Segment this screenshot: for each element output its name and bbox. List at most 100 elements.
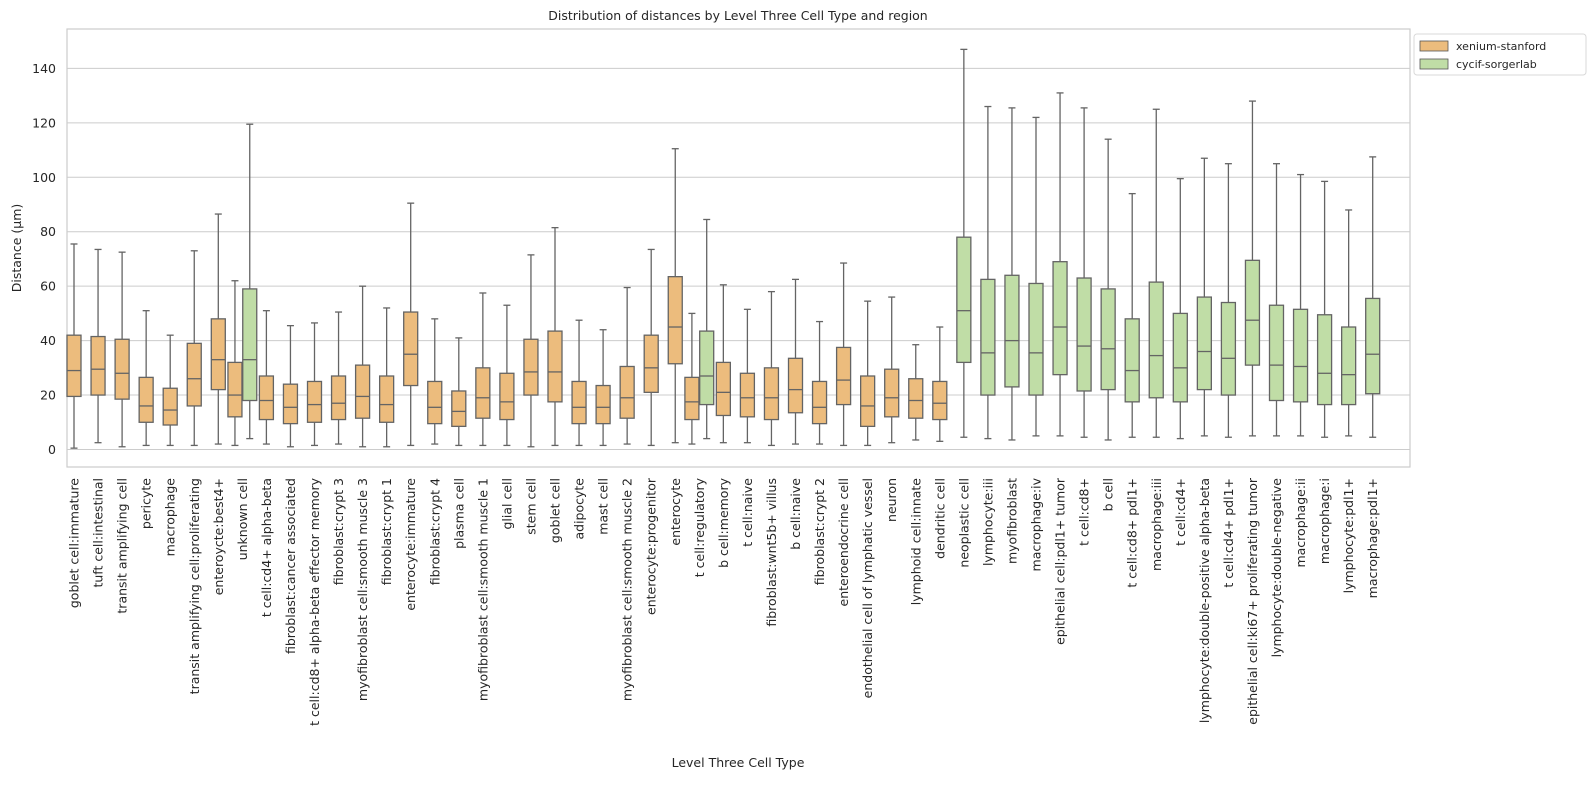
iqr-box xyxy=(186,342,202,407)
iqr-box xyxy=(1268,304,1285,402)
iqr-box xyxy=(595,384,611,425)
legend-swatch-xenium-stanford xyxy=(1419,40,1449,52)
box-cycif-sorgerlab xyxy=(1341,209,1357,437)
iqr-box xyxy=(1076,277,1092,392)
box-xenium-stanford xyxy=(667,148,683,444)
x-axis-label: Level Three Cell Type xyxy=(672,755,805,770)
x-tick-label: fibroblast:crypt 4 xyxy=(427,478,442,585)
box-xenium-stanford xyxy=(258,310,275,445)
x-tick-label: macrophage:iv xyxy=(1029,477,1044,571)
box-xenium-stanford xyxy=(595,329,611,447)
box-xenium-stanford xyxy=(499,304,515,447)
box-xenium-stanford xyxy=(66,243,82,449)
iqr-box xyxy=(403,311,419,387)
iqr-box xyxy=(451,390,467,428)
iqr-box xyxy=(475,367,491,419)
box-xenium-stanford xyxy=(908,344,924,441)
box-xenium-stanford xyxy=(932,326,948,442)
x-tick-label: goblet cell:immature xyxy=(67,478,82,608)
box-xenium-stanford xyxy=(114,251,130,448)
box-xenium-stanford xyxy=(860,300,876,447)
box-xenium-stanford xyxy=(138,310,154,447)
x-tick-label: macrophage:iii xyxy=(1149,478,1164,571)
iqr-box xyxy=(1004,274,1020,388)
x-tick-label: neuron xyxy=(884,478,899,522)
iqr-box xyxy=(571,380,587,425)
box-xenium-stanford xyxy=(403,202,419,447)
box-xenium-stanford xyxy=(763,290,780,447)
box-cycif-sorgerlab xyxy=(1148,108,1164,438)
box-cycif-sorgerlab xyxy=(1365,156,1381,438)
box-xenium-stanford xyxy=(619,286,635,445)
x-tick-label: t cell:regulatory xyxy=(692,477,707,577)
box-cycif-sorgerlab xyxy=(1124,192,1140,438)
box-xenium-stanford xyxy=(354,285,371,448)
x-tick-label: b cell:memory xyxy=(716,477,731,567)
x-tick-label: t cell:cd4+ xyxy=(1173,478,1188,546)
x-tick-label: fibroblast:crypt 1 xyxy=(379,478,394,585)
box-cycif-sorgerlab xyxy=(956,48,972,438)
iqr-box xyxy=(1148,281,1164,399)
x-tick-label: enteroycte:best4+ xyxy=(211,478,226,595)
plot-area-frame xyxy=(66,28,1411,468)
box-xenium-stanford xyxy=(523,254,539,448)
x-tick-label: fibroblast:crypt 2 xyxy=(812,478,827,585)
iqr-box xyxy=(499,372,515,421)
x-tick-label: t cell:cd8+ alpha-beta effector memory xyxy=(307,477,322,725)
iqr-box xyxy=(90,335,106,396)
x-axis-ticks: goblet cell:immature tuft cell:intestinal… xyxy=(67,477,1381,726)
box-xenium-stanford xyxy=(811,320,828,445)
box-xenium-stanford xyxy=(547,227,563,447)
iqr-box xyxy=(835,346,852,406)
box-cycif-sorgerlab xyxy=(242,123,258,440)
box-xenium-stanford xyxy=(427,318,443,445)
box-xenium-stanford xyxy=(739,308,756,444)
legend-label-xenium-stanford: xenium-stanford xyxy=(1456,40,1546,53)
iqr-box xyxy=(956,236,972,364)
x-tick-label: glial cell xyxy=(499,478,514,530)
iqr-box xyxy=(1124,318,1140,403)
box-cycif-sorgerlab xyxy=(1196,157,1212,437)
iqr-box xyxy=(1316,314,1333,406)
x-tick-label: macrophage:i xyxy=(1317,478,1332,564)
box-xenium-stanford xyxy=(227,280,243,447)
box-xenium-stanford xyxy=(835,262,852,447)
iqr-box xyxy=(1100,288,1116,391)
iqr-box xyxy=(684,376,700,421)
iqr-box xyxy=(619,365,635,419)
x-tick-label: endothelial cell of lymphatic vessel xyxy=(860,478,875,698)
x-tick-label: t cell:naive xyxy=(740,478,755,547)
iqr-box xyxy=(643,334,659,393)
x-tick-label: myofibroblast xyxy=(1004,478,1019,564)
box-cycif-sorgerlab xyxy=(1100,138,1116,441)
y-axis-label: Distance (µm) xyxy=(9,204,24,293)
iqr-box xyxy=(378,375,395,423)
box-cycif-sorgerlab xyxy=(1052,92,1068,437)
x-tick-label: t cell:cd4+ pdl1+ xyxy=(1221,478,1236,588)
legend-label-cycif-sorgerlab: cycif-sorgerlab xyxy=(1456,58,1537,71)
x-tick-label: goblet cell xyxy=(548,478,563,543)
y-tick-label: 80 xyxy=(40,224,56,239)
box-cycif-sorgerlab xyxy=(699,218,715,440)
iqr-box xyxy=(114,338,130,400)
iqr-box xyxy=(1244,259,1261,366)
x-tick-label: unknown cell xyxy=(235,478,250,560)
iqr-box xyxy=(547,330,563,403)
iqr-box xyxy=(306,380,323,423)
box-xenium-stanford xyxy=(186,250,202,447)
x-tick-label: dendritic cell xyxy=(932,478,947,559)
box-xenium-stanford xyxy=(684,312,700,445)
iqr-box xyxy=(282,383,299,425)
box-cycif-sorgerlab xyxy=(980,105,996,440)
x-tick-label: pericyte xyxy=(139,478,154,529)
iqr-box xyxy=(715,361,731,417)
box-series xyxy=(66,48,1381,449)
iqr-box xyxy=(1365,297,1381,395)
box-cycif-sorgerlab xyxy=(1172,178,1188,440)
iqr-box xyxy=(811,380,828,425)
iqr-box xyxy=(227,361,243,418)
x-tick-label: transit amplifying cell:proliferating xyxy=(187,478,202,694)
iqr-box xyxy=(739,372,756,418)
box-cycif-sorgerlab xyxy=(1244,100,1261,437)
